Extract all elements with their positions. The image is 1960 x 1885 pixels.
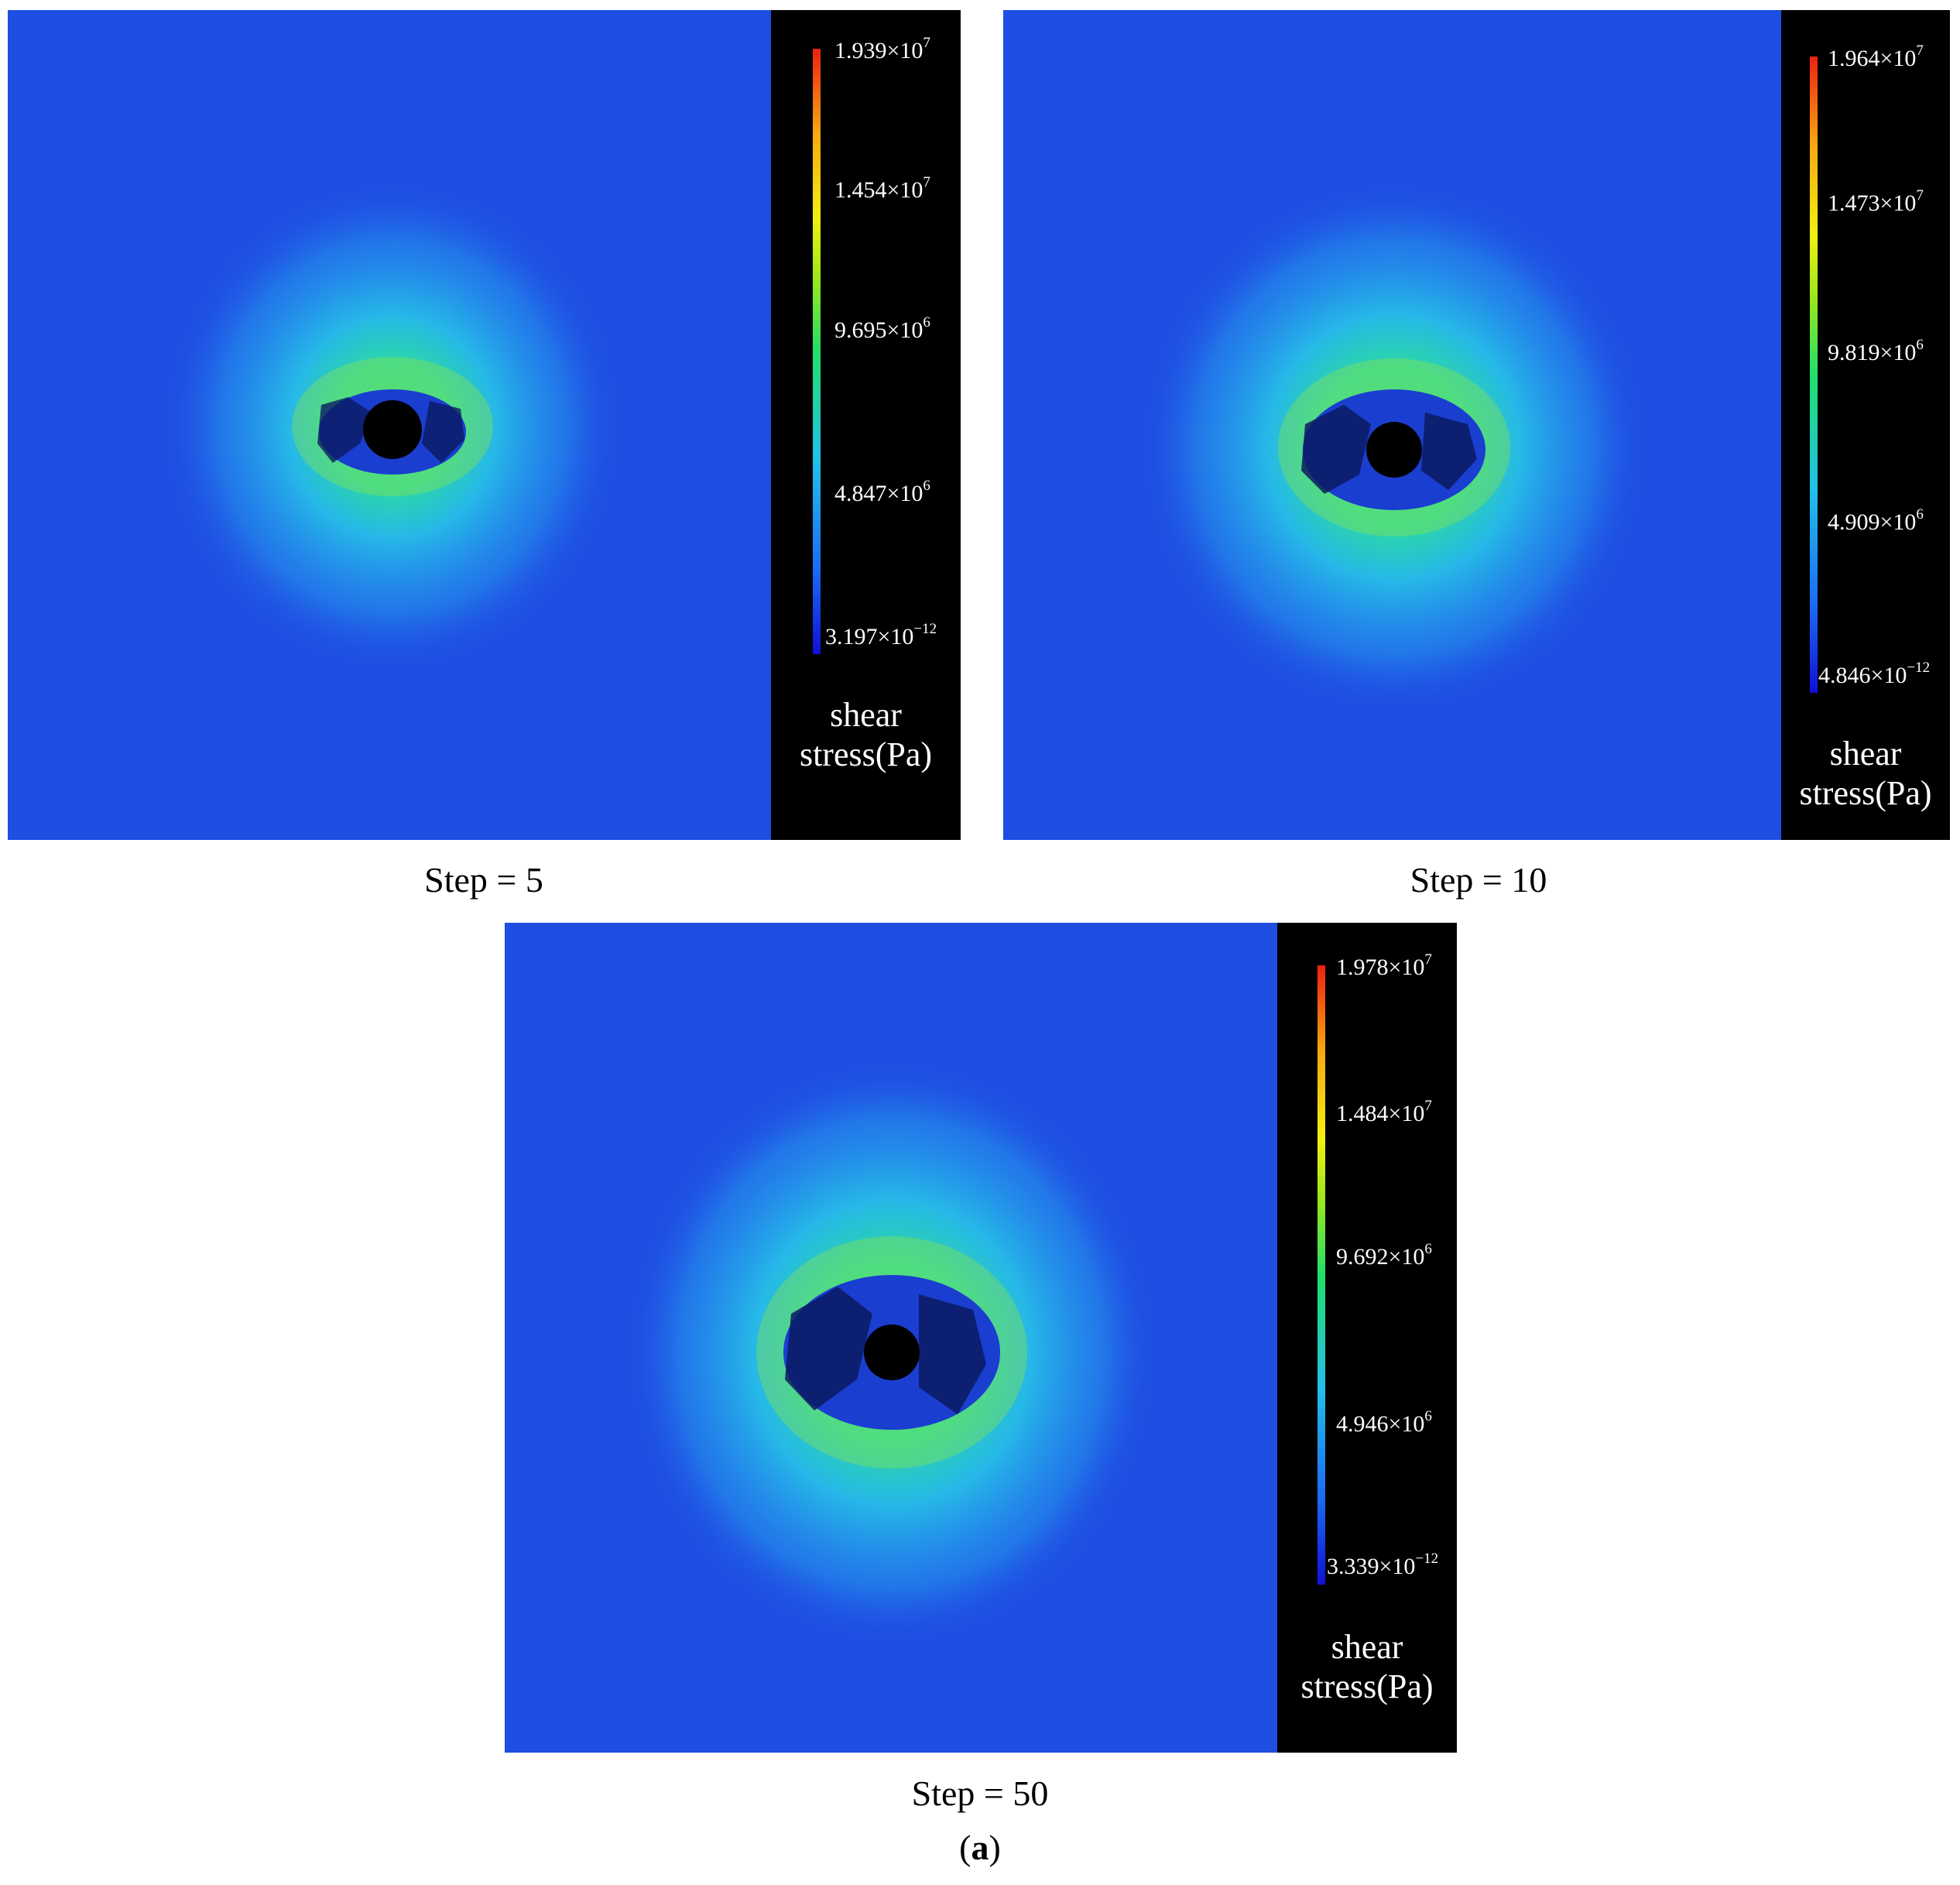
tick-label: 3.339×10−12 — [1327, 1550, 1439, 1579]
tick-label: 4.846×10−12 — [1818, 659, 1931, 688]
caption-step-10: Step = 10 — [1410, 860, 1547, 900]
panel-step-10: 1.964×107 1.473×107 9.819×106 4.909×106 … — [1003, 10, 1950, 840]
tick-label: 9.695×106 — [834, 314, 930, 343]
panel-step-50: 1.978×107 1.484×107 9.692×106 4.946×106 … — [505, 923, 1457, 1753]
tick-label: 3.197×10−12 — [825, 620, 937, 649]
tick-label: 1.964×107 — [1828, 42, 1924, 71]
borehole — [864, 1325, 920, 1380]
tick-label: 4.909×106 — [1828, 506, 1924, 535]
figure-label: (a) — [959, 1828, 1001, 1867]
tick-label: 1.484×107 — [1336, 1097, 1432, 1126]
tick-label: 9.692×106 — [1336, 1240, 1432, 1270]
borehole — [363, 400, 422, 459]
colorbar-legend-step-50: 1.978×107 1.484×107 9.692×106 4.946×106 … — [1277, 923, 1457, 1753]
legend-title: shear stress(Pa) — [1300, 1628, 1434, 1706]
caption-step-5: Step = 5 — [424, 860, 543, 900]
stress-field-step-50 — [505, 923, 1277, 1753]
tick-label: 1.473×107 — [1828, 187, 1924, 216]
panel-step-5: 1.939×107 1.454×107 9.695×106 4.847×106 … — [8, 10, 961, 840]
borehole — [1366, 422, 1422, 478]
tick-label: 4.946×106 — [1336, 1407, 1432, 1437]
stress-field-step-10 — [1003, 10, 1781, 840]
colorbar — [1318, 965, 1325, 1585]
tick-label: 1.939×107 — [834, 34, 930, 63]
tick-label: 1.978×107 — [1336, 951, 1432, 980]
tick-label: 4.847×106 — [834, 477, 930, 506]
stress-field-step-5 — [8, 10, 771, 840]
colorbar — [1810, 57, 1818, 693]
colorbar-legend-step-10: 1.964×107 1.473×107 9.819×106 4.909×106 … — [1781, 10, 1950, 840]
stress-field-image — [505, 923, 1277, 1753]
tick-label: 9.819×106 — [1828, 336, 1924, 365]
colorbar — [813, 49, 821, 654]
stress-field-image — [8, 10, 771, 840]
legend-title: shear stress(Pa) — [1799, 735, 1932, 813]
colorbar-legend-step-5: 1.939×107 1.454×107 9.695×106 4.847×106 … — [771, 10, 961, 840]
stress-field-image — [1003, 10, 1781, 840]
legend-title: shear stress(Pa) — [799, 696, 933, 774]
caption-step-50: Step = 50 — [911, 1774, 1049, 1813]
tick-label: 1.454×107 — [834, 173, 930, 203]
